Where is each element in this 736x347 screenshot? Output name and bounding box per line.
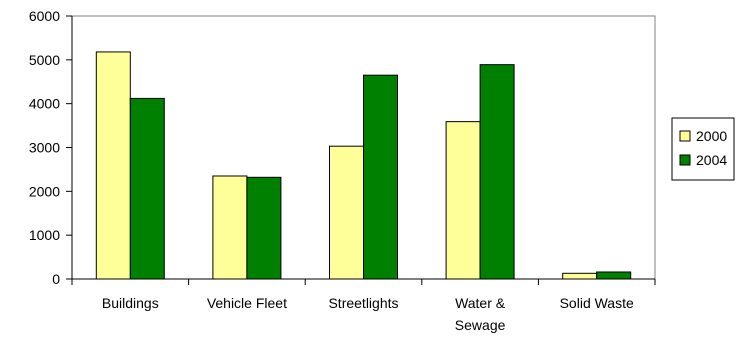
bars [95,51,632,280]
bar-2000-2 [329,145,364,280]
x-tick-label-line: Buildings [102,295,159,311]
legend-box [671,117,735,181]
x-tick-label: Streetlights [328,295,398,311]
y-tick-label: 1000 [29,227,60,243]
x-tick-label-line: Sewage [455,317,506,333]
legend-label: 2000 [696,128,727,144]
bar-2004-0 [129,97,165,280]
y-axis: 0 1000 2000 3000 4000 5000 6000 [29,8,73,287]
x-tick-label: Buildings [102,295,159,311]
x-tick-label: Vehicle Fleet [207,295,287,311]
y-tick-label: 5000 [29,52,60,68]
x-tick-label-line: Water & [455,295,506,311]
x-tick-label: Solid Waste [560,295,634,311]
y-tick-label: 4000 [29,96,60,112]
bar-2004-1 [246,176,282,280]
x-tick-label-line: Solid Waste [560,295,634,311]
legend-swatch [679,130,691,142]
y-tick-label: 2000 [29,183,60,199]
bar-2000-3 [445,121,481,280]
x-tick-label-line: Streetlights [328,295,398,311]
y-tick-label: 0 [52,271,60,287]
bar-2000-0 [95,51,131,280]
bar-2000-1 [212,175,248,280]
x-tick-label: Water & Sewage [455,295,506,333]
y-tick-label: 3000 [29,140,60,156]
x-axis: Buildings Vehicle Fleet Streetlights Water … [71,278,656,333]
legend-swatch [679,154,691,166]
bar-2004-3 [479,64,515,280]
x-tick-label-line: Vehicle Fleet [207,295,287,311]
legend-label: 2004 [696,152,727,168]
y-tick-label: 6000 [29,8,60,24]
legend: 2000 2004 [671,117,735,181]
bar-2004-2 [363,74,398,280]
bar-2004-4 [596,271,632,280]
bar-2000-4 [562,272,598,280]
